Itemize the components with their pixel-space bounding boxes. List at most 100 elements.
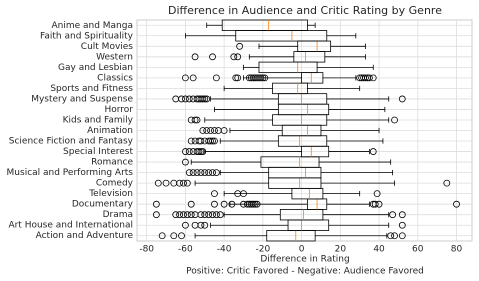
outlier — [209, 53, 216, 61]
outlier — [203, 95, 211, 103]
outlier — [207, 137, 214, 145]
outlier — [178, 95, 185, 103]
outlier — [197, 211, 205, 219]
outlier — [203, 127, 211, 134]
y-tick-label: Comedy — [96, 179, 134, 189]
outlier — [185, 148, 193, 155]
x-axis-label: Difference in Rating — [260, 255, 349, 265]
y-tick-label: Sports and Fitness — [50, 84, 133, 94]
outlier — [199, 95, 207, 103]
outlier — [191, 53, 199, 61]
x-axis-label: Positive: Critic Favored - Negative: Aud… — [186, 267, 424, 277]
outlier — [205, 169, 213, 176]
outlier — [253, 200, 261, 208]
outlier — [211, 127, 218, 134]
outlier — [197, 169, 205, 176]
box — [279, 209, 324, 221]
outlier — [182, 95, 189, 103]
outlier — [197, 148, 205, 155]
outlier — [182, 158, 189, 166]
outlier — [443, 179, 451, 187]
outlier — [189, 74, 197, 82]
box — [221, 19, 308, 31]
outlier — [187, 211, 195, 219]
outlier — [176, 179, 184, 187]
outlier — [211, 190, 218, 198]
x-tick-label: -40 — [217, 245, 232, 255]
outlier — [209, 211, 216, 219]
outlier — [365, 74, 373, 82]
outlier — [398, 95, 406, 103]
outlier — [193, 116, 201, 124]
outlier — [182, 148, 189, 155]
outlier — [154, 179, 162, 187]
outlier — [387, 232, 395, 240]
outlier — [158, 232, 166, 240]
y-tick-label: Television — [88, 189, 133, 199]
y-tick-label: Gay and Lesbian — [58, 63, 133, 73]
outlier — [398, 232, 406, 240]
outlier — [152, 200, 160, 208]
y-tick-label: Anime and Manga — [51, 21, 133, 31]
outlier — [199, 148, 207, 155]
outlier — [212, 169, 220, 176]
outlier — [197, 221, 205, 229]
outlier — [176, 211, 184, 219]
outlier — [193, 169, 201, 176]
outlier — [180, 211, 187, 219]
outlier — [251, 200, 259, 208]
outlier — [362, 74, 369, 82]
outlier — [373, 190, 381, 198]
outlier — [178, 232, 185, 240]
x-tick-label: 0 — [299, 245, 305, 255]
chart-title: Difference in Audience and Critic Rating… — [168, 4, 442, 17]
outlier — [398, 221, 406, 229]
outlier — [453, 200, 460, 208]
outlier — [162, 179, 170, 187]
x-tick-label: -60 — [178, 245, 193, 255]
outlier — [391, 232, 398, 240]
box — [272, 82, 308, 95]
outlier — [197, 137, 205, 145]
outlier — [236, 42, 244, 50]
outlier — [187, 200, 195, 208]
outlier — [371, 200, 379, 208]
outlier — [369, 148, 377, 155]
y-tick-label: Horror — [104, 105, 133, 115]
x-tick-label: 60 — [412, 245, 424, 255]
y-tick-label: Drama — [103, 210, 133, 220]
x-tick-label: -20 — [256, 245, 271, 255]
outlier — [191, 116, 199, 124]
outlier — [185, 169, 193, 176]
outlier — [369, 74, 377, 82]
outlier — [211, 137, 218, 145]
outlier — [220, 200, 228, 208]
x-tick-label: 40 — [373, 245, 385, 255]
outlier — [182, 74, 189, 82]
y-tick-label: Faith and Spirituality — [40, 31, 134, 41]
outlier — [212, 211, 220, 219]
y-tick-label: Kids and Family — [63, 115, 134, 125]
outlier — [391, 116, 398, 124]
outlier — [232, 74, 240, 82]
outlier — [180, 179, 187, 187]
y-tick-label: Musical and Performing Arts — [7, 168, 134, 178]
outlier — [212, 74, 220, 82]
outlier — [259, 74, 267, 82]
y-tick-label: Animation — [87, 126, 133, 136]
y-tick-label: Cult Movies — [81, 42, 134, 52]
outlier — [234, 74, 242, 82]
box — [258, 61, 318, 74]
outlier — [185, 95, 193, 103]
outlier — [201, 169, 209, 176]
outlier — [211, 200, 218, 208]
outlier — [172, 211, 180, 219]
outlier — [205, 211, 213, 219]
y-tick-label: Documentary — [72, 200, 134, 210]
outlier — [220, 127, 228, 134]
y-tick-label: Mystery and Suspense — [31, 94, 133, 104]
outlier — [230, 53, 238, 61]
outlier — [187, 137, 195, 145]
outlier — [209, 169, 216, 176]
